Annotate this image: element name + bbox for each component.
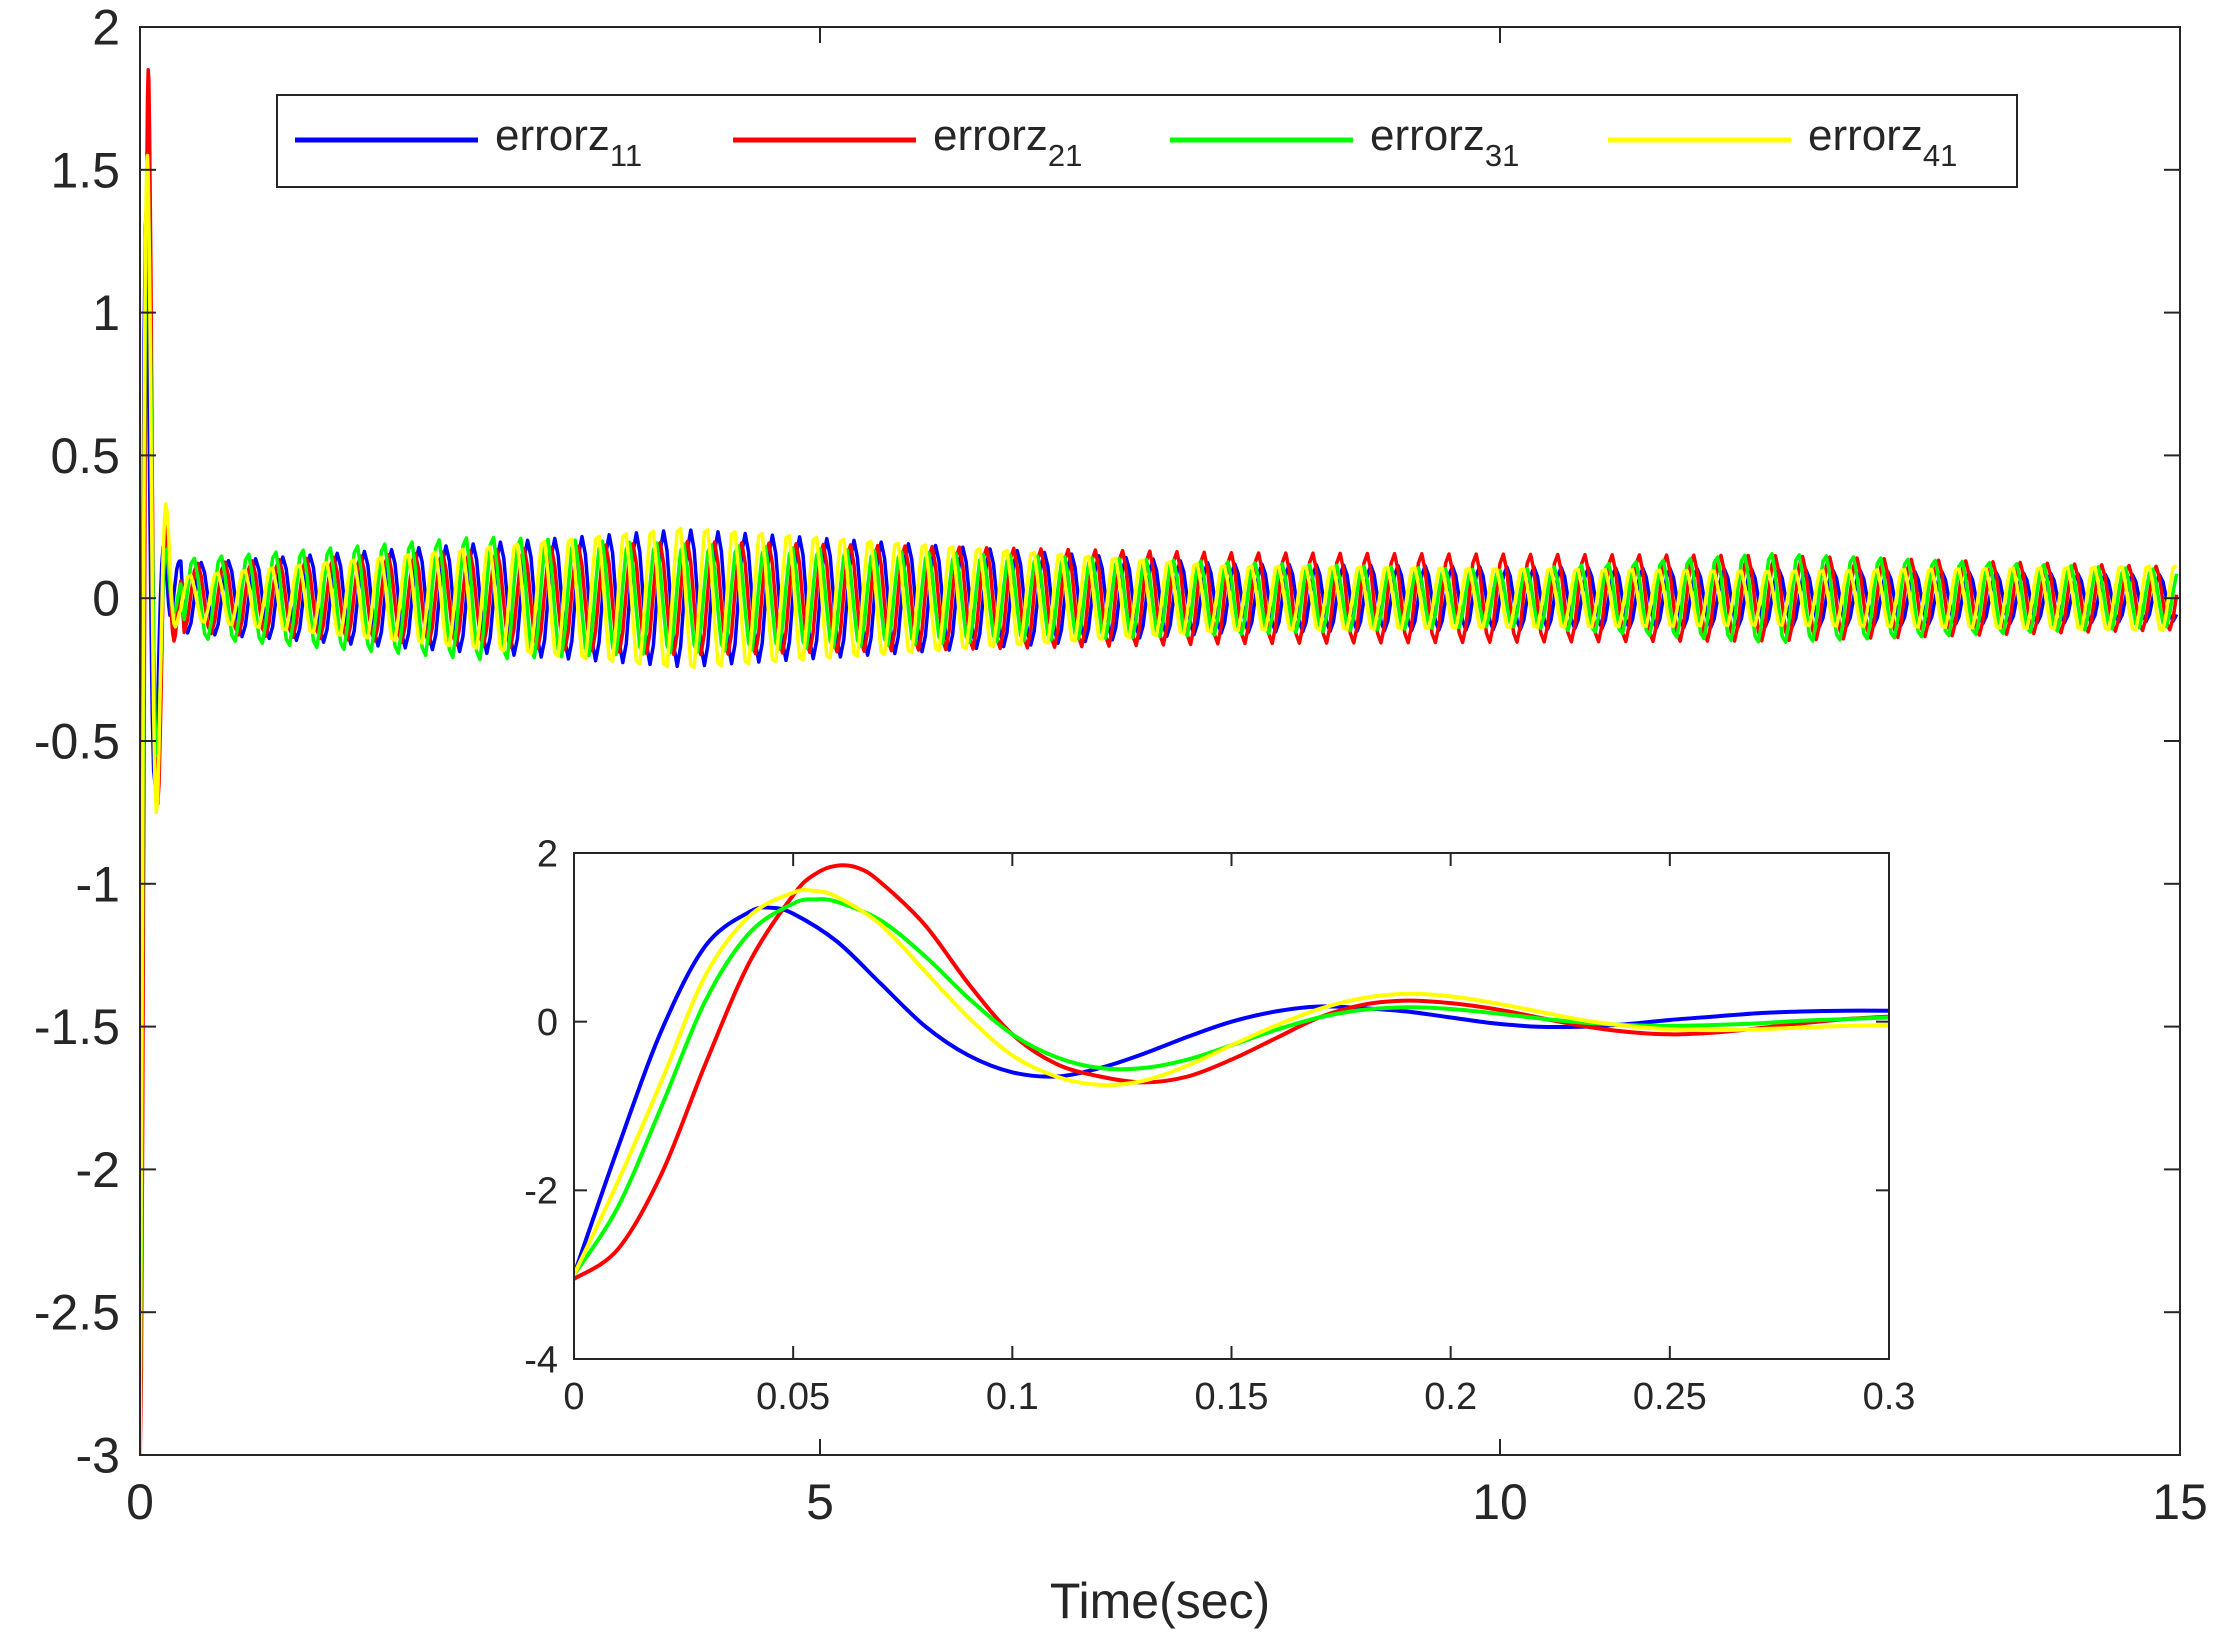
- inset-x-tick-label: 0.1: [986, 1376, 1039, 1418]
- inset-y-tick-label: 0: [537, 1002, 558, 1044]
- main-x-tick-label: 0: [126, 1474, 154, 1530]
- inset-x-tick-label: 0.15: [1195, 1376, 1269, 1418]
- inset-y-tick-label: -2: [524, 1171, 558, 1213]
- main-y-tick-label: -0.5: [34, 714, 120, 770]
- main-series-errorz21: [140, 68, 2179, 1455]
- legend-entry-errorz11: errorz11: [295, 111, 642, 173]
- legend-label-errorz41: errorz41: [1808, 111, 1957, 173]
- main-x-tick-label: 5: [806, 1474, 834, 1530]
- main-ticks: 0 5 10 15 -3 -2.5 -2 -1.5 -1 -0.5 0 0.5 1 1.5 2: [34, 0, 2208, 1530]
- inset-series-layer: [574, 863, 1889, 1281]
- inset-series-errorz31: [574, 897, 1889, 1276]
- main-y-tick-label: -1: [76, 856, 120, 912]
- main-y-tick-label: -2: [76, 1142, 120, 1198]
- main-x-tick-label: 10: [1472, 1474, 1528, 1530]
- main-x-axis-label: Time(sec): [1050, 1573, 1270, 1629]
- legend: errorz11 errorz21 errorz31 errorz41: [276, 94, 2018, 188]
- inset-x-tick-label: 0.2: [1424, 1376, 1477, 1418]
- legend-entry-errorz31: errorz31: [1170, 111, 1519, 173]
- main-x-tick-label: 15: [2152, 1474, 2208, 1530]
- inset-series-errorz41: [574, 887, 1889, 1276]
- inset-y-tick-label: -4: [524, 1339, 558, 1381]
- main-series-errorz31: [140, 182, 2179, 1455]
- main-y-tick-label: 1: [92, 285, 120, 341]
- legend-label-errorz21: errorz21: [933, 111, 1082, 173]
- inset-x-tick-label: 0.3: [1863, 1376, 1916, 1418]
- inset-x-tick-label: 0: [563, 1376, 584, 1418]
- legend-entry-errorz21: errorz21: [733, 111, 1082, 173]
- main-plot: 0 5 10 15 -3 -2.5 -2 -1.5 -1 -0.5 0 0.5 1 1.5 2 Time(s…: [34, 0, 2208, 1629]
- legend-label-errorz31: errorz31: [1370, 111, 1519, 173]
- main-y-tick-label: 2: [92, 0, 120, 56]
- main-series-layer: [140, 68, 2179, 1455]
- inset-x-tick-label: 0.05: [756, 1376, 830, 1418]
- legend-entry-errorz41: errorz41: [1608, 111, 1957, 173]
- inset-ticks: 0 0.05 0.1 0.15 0.2 0.25 0.3 -4 -2 0 2: [524, 833, 1915, 1418]
- main-y-tick-label: -2.5: [34, 1285, 120, 1341]
- main-series-errorz41: [140, 153, 2178, 1455]
- inset-y-tick-label: 2: [537, 833, 558, 875]
- main-y-tick-label: 1.5: [50, 142, 120, 198]
- main-series-errorz11: [140, 210, 2179, 1455]
- main-y-tick-label: 0.5: [50, 428, 120, 484]
- legend-label-errorz11: errorz11: [495, 111, 642, 173]
- main-y-tick-label: -3: [76, 1428, 120, 1484]
- main-y-tick-label: -1.5: [34, 999, 120, 1055]
- inset-background: [574, 853, 1889, 1359]
- main-y-tick-label: 0: [92, 571, 120, 627]
- inset-plot: 0 0.05 0.1 0.15 0.2 0.25 0.3 -4 -2 0 2: [524, 833, 1915, 1418]
- inset-x-tick-label: 0.25: [1633, 1376, 1707, 1418]
